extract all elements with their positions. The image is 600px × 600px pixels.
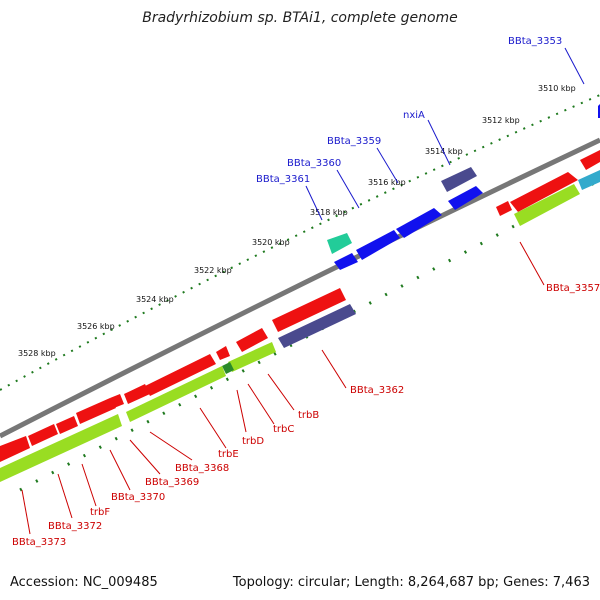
gene-bbta-3361 xyxy=(327,233,352,254)
tick-label: 3510 kbp xyxy=(538,84,576,93)
genes-rna xyxy=(0,184,580,482)
gene-small-blue xyxy=(334,253,358,270)
gene-labels-bottom: BBta_3357 BBta_3362 trbB trbC trbD trbE … xyxy=(12,283,600,548)
gene-label: BBta_3373 xyxy=(12,537,66,548)
gene-label: trbB xyxy=(298,410,319,421)
gene-red xyxy=(510,172,578,212)
gene-label: BBta_3357 xyxy=(546,283,600,294)
gene-label: nxiA xyxy=(403,110,425,121)
gene-red xyxy=(56,416,78,434)
label-lines-top xyxy=(305,47,585,221)
gene-label: BBta_3362 xyxy=(350,385,404,396)
gene-red xyxy=(272,288,346,332)
gene-red xyxy=(580,150,600,170)
gene-label: BBta_3369 xyxy=(145,477,199,488)
tick-label: 3512 kbp xyxy=(482,116,520,125)
gene-red xyxy=(124,384,150,404)
gene-labels-top: BBta_3353 nxiA BBta_3359 BBta_3360 BBta_… xyxy=(256,36,562,185)
tick-label: 3516 kbp xyxy=(368,178,406,187)
tick-track-outer xyxy=(0,94,600,391)
gene-label: BBta_3370 xyxy=(111,492,165,503)
gene-label: trbE xyxy=(218,449,239,460)
gene-label: BBta_3353 xyxy=(508,36,562,47)
gene-lime xyxy=(514,184,580,226)
gene-label: BBta_3361 xyxy=(256,174,310,185)
gene-red xyxy=(76,398,116,424)
accession-text: Accession: NC_009485 xyxy=(10,575,158,590)
gene-nxiA xyxy=(441,167,477,192)
gene-lime xyxy=(228,342,276,372)
tick-label: 3518 kbp xyxy=(310,208,348,217)
gene-label: BBta_3359 xyxy=(327,136,381,147)
gene-lime xyxy=(222,362,234,374)
genome-backbone xyxy=(0,137,600,439)
tick-label: 3522 kbp xyxy=(194,266,232,275)
label-lines-bottom xyxy=(21,241,545,535)
gene-label: trbD xyxy=(242,436,264,447)
gene-label: BBta_3360 xyxy=(287,158,341,169)
gene-red xyxy=(0,436,30,462)
gene-bbta-3360a xyxy=(396,208,442,238)
gene-red xyxy=(216,346,230,360)
gene-teal xyxy=(578,170,600,190)
gene-label: trbC xyxy=(273,424,294,435)
genome-summary-text: Topology: circular; Length: 8,264,687 bp… xyxy=(232,575,590,590)
gene-label: trbF xyxy=(90,507,110,518)
gene-bbta-3359 xyxy=(448,186,483,210)
gene-bbta-3360b xyxy=(356,230,400,260)
gene-red xyxy=(145,354,216,396)
tick-label: 3520 kbp xyxy=(252,238,290,247)
genes-forward xyxy=(0,150,600,462)
genes-outer xyxy=(327,104,600,270)
gene-red xyxy=(28,424,58,446)
gene-purple xyxy=(278,304,356,348)
gene-label: BBta_3372 xyxy=(48,521,102,532)
gene-lime xyxy=(0,414,122,482)
gene-red xyxy=(236,328,268,352)
tick-label: 3528 kbp xyxy=(18,349,56,358)
gene-red xyxy=(496,201,512,216)
gene-lime xyxy=(126,366,226,422)
tick-label: 3526 kbp xyxy=(77,322,115,331)
tick-label: 3524 kbp xyxy=(136,295,174,304)
genome-title: Bradyrhizobium sp. BTAi1, complete genom… xyxy=(142,10,458,26)
gene-label: BBta_3368 xyxy=(175,463,229,474)
